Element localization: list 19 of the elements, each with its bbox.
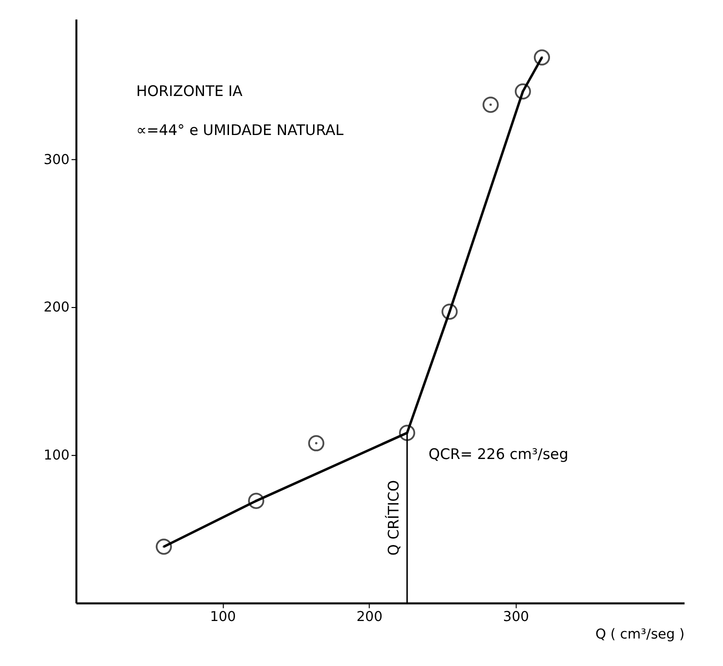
- y-tick-label: 100: [44, 447, 70, 464]
- point: [248, 492, 264, 509]
- annotation: ∝=44° e UMIDADE NATURAL: [136, 122, 344, 139]
- point: [308, 435, 324, 452]
- x-tick-label: 100: [210, 608, 236, 625]
- x-axis-title: Q ( cm³/seg ): [595, 626, 685, 642]
- x-tick-label: 200: [356, 608, 382, 625]
- point: [482, 96, 499, 113]
- y-tick-label: 200: [44, 300, 70, 316]
- annotation: QCR= 226 cm³/seg: [428, 446, 568, 464]
- annotation: HORIZONTE IA: [136, 82, 243, 100]
- x-tick-label: 300: [503, 608, 530, 625]
- point: [534, 49, 550, 66]
- point: [156, 538, 172, 555]
- point: [514, 83, 531, 100]
- point: [399, 424, 416, 441]
- ref-line-label: Q CRÍTICO: [384, 480, 402, 556]
- y-tick-label: 300: [44, 152, 70, 168]
- point: [442, 304, 458, 320]
